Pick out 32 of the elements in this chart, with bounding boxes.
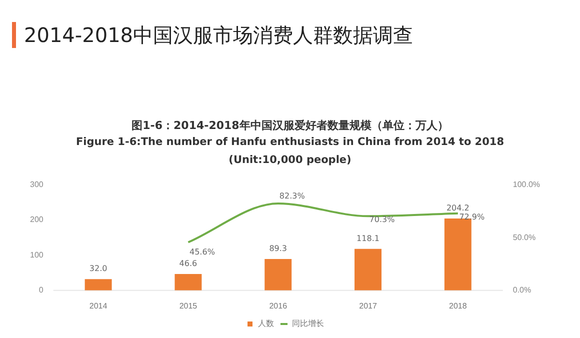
- bar: [354, 248, 382, 290]
- bar: [264, 258, 292, 290]
- chart-subtitle: 图1-6：2014-2018年中国汉服爱好者数量规模（单位：万人）: [130, 118, 450, 133]
- y-tick-label: 0: [38, 286, 44, 295]
- y2-tick-label: 50.0%: [512, 232, 536, 242]
- chart-title: 2014-2018中国汉服市场消费人群数据调查: [12, 22, 414, 48]
- bar: [174, 274, 202, 290]
- x-tick-label: 2018: [449, 301, 468, 310]
- y-tick-label: 100: [30, 250, 44, 260]
- data-label: 118.1: [356, 234, 380, 243]
- data-label: 89.3: [269, 244, 288, 254]
- data-label: 82.3%: [279, 192, 306, 201]
- data-label: 45.6%: [189, 247, 216, 256]
- data-label: 32.0: [89, 264, 108, 274]
- data-label: 72.9%: [459, 212, 486, 222]
- bar: [444, 218, 472, 290]
- data-label: 204.2: [446, 204, 470, 213]
- x-tick-label: 2014: [89, 301, 108, 310]
- data-label: 46.6: [179, 259, 198, 268]
- bar: [84, 279, 112, 290]
- y-tick-label: 200: [30, 215, 44, 224]
- text: (Unit:10,000 people): [228, 154, 352, 166]
- y2-tick-label: 0.0%: [512, 286, 532, 295]
- y2-tick-label: 100.0%: [512, 180, 540, 190]
- x-tick-label: 2017: [359, 301, 378, 310]
- data-label: 70.3%: [369, 215, 396, 224]
- x-tick-label: 2016: [269, 301, 288, 310]
- legend-label: 同比增长: [292, 319, 324, 328]
- x-tick-label: 2015: [179, 301, 198, 310]
- legend-label: 人数: [258, 319, 274, 328]
- caption: Figure 1-6:The number of Hanfu enthusiasts in China from 2014 to 2018: [74, 136, 506, 148]
- y-tick-label: 300: [30, 180, 44, 190]
